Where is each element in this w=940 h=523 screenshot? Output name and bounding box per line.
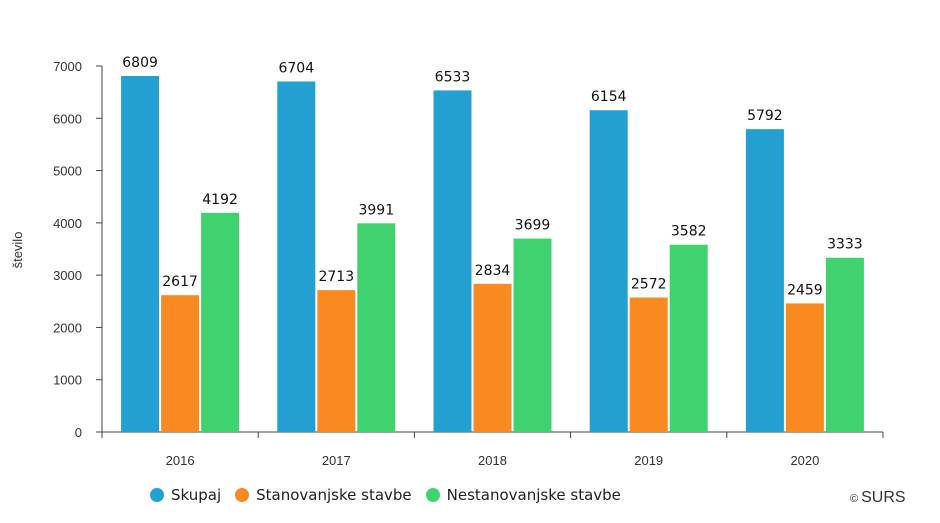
y-tick-label: 2000 — [53, 320, 82, 335]
bar[interactable] — [473, 283, 512, 432]
legend-dot-icon — [235, 488, 250, 502]
y-tick-label: 4000 — [53, 216, 82, 231]
x-tick-label: 2018 — [478, 453, 507, 468]
x-tick-label: 2017 — [322, 453, 351, 468]
legend-item-stanovanjske[interactable]: Stanovanjske stavbe — [235, 486, 412, 504]
value-label: 3991 — [358, 202, 394, 218]
bar[interactable] — [589, 110, 628, 433]
credit[interactable]: © SURS — [850, 489, 906, 507]
value-labels: 6809 2617 4192 6704 2713 3991 6533 2834 3699 6154… — [122, 55, 862, 298]
legend-dot-icon — [425, 488, 440, 502]
y-axis: 0 1000 2000 3000 4000 5000 6000 7000 — [53, 59, 103, 440]
value-label: 3333 — [827, 237, 863, 253]
value-label: 2617 — [162, 274, 198, 290]
bar[interactable] — [277, 81, 316, 433]
value-label: 2459 — [787, 282, 823, 298]
legend-dot-icon — [150, 488, 164, 502]
value-label: 6154 — [591, 89, 627, 105]
copyright-icon: © — [850, 493, 859, 505]
legend: Skupaj Stanovanjske stavbe Nestanovanjsk… — [150, 486, 635, 504]
bars — [121, 75, 864, 433]
credit-text: SURS — [861, 489, 906, 506]
bar[interactable] — [121, 75, 160, 432]
bar[interactable] — [201, 212, 240, 432]
value-label: 3582 — [671, 224, 707, 240]
value-label: 2834 — [475, 263, 511, 279]
x-axis: 2016 2017 2018 2019 2020 — [101, 431, 884, 468]
y-axis-title: število — [10, 232, 25, 269]
bar[interactable] — [629, 297, 668, 432]
legend-label: Nestanovanjske stavbe — [446, 486, 621, 504]
bar[interactable] — [669, 244, 708, 432]
legend-label: Skupaj — [171, 486, 222, 504]
legend-item-nestanovanjske[interactable]: Nestanovanjske stavbe — [425, 486, 621, 504]
legend-label: Stanovanjske stavbe — [256, 486, 412, 504]
bar[interactable] — [161, 295, 200, 432]
value-label: 6704 — [278, 60, 314, 76]
bar[interactable] — [745, 129, 784, 433]
bar[interactable] — [785, 303, 824, 432]
bar[interactable] — [357, 223, 396, 432]
y-tick-label: 0 — [75, 425, 82, 440]
bar[interactable] — [825, 257, 864, 432]
y-tick-label: 5000 — [53, 164, 82, 179]
legend-item-skupaj[interactable]: Skupaj — [150, 486, 221, 504]
value-label: 6533 — [435, 69, 471, 85]
value-label: 6809 — [122, 55, 158, 71]
x-tick-label: 2020 — [790, 453, 819, 468]
y-tick-label: 3000 — [53, 268, 82, 283]
x-tick-label: 2016 — [166, 453, 195, 468]
bar[interactable] — [317, 290, 356, 432]
y-tick-label: 6000 — [53, 111, 82, 126]
bar[interactable] — [433, 90, 472, 433]
value-label: 3699 — [515, 218, 551, 234]
bar[interactable] — [513, 238, 552, 432]
y-tick-label: 7000 — [53, 59, 82, 74]
y-tick-label: 1000 — [53, 373, 82, 388]
value-label: 2572 — [631, 277, 667, 293]
x-tick-label: 2019 — [634, 453, 663, 468]
value-label: 4192 — [202, 192, 238, 208]
value-label: 5792 — [747, 108, 783, 124]
value-label: 2713 — [318, 269, 354, 285]
